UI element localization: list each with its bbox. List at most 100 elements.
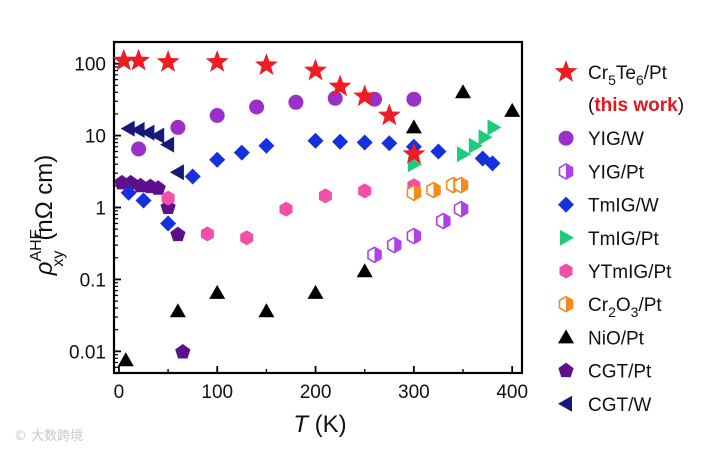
data-point (307, 284, 324, 299)
data-point (200, 226, 214, 242)
series-ytmig-pt (161, 178, 421, 246)
data-point (468, 137, 483, 154)
legend-item: YIG/W (558, 129, 644, 150)
data-point (120, 184, 137, 201)
legend-marker (558, 162, 574, 180)
legend-marker (558, 295, 574, 313)
watermark: © 大数跨境 (14, 429, 83, 444)
data-point (453, 176, 469, 194)
data-point (304, 58, 327, 81)
x-tick-label: 100 (201, 382, 233, 403)
legend-marker (554, 60, 578, 82)
legend-label: CGT/Pt (588, 362, 652, 383)
x-tick-label: 200 (300, 382, 332, 403)
legend-marker (560, 229, 574, 246)
data-point (318, 188, 332, 204)
data-point (161, 190, 175, 206)
data-point (130, 121, 145, 138)
data-point (170, 226, 186, 242)
data-point (328, 74, 352, 97)
y-tick-label: 100 (74, 55, 106, 76)
legend-item: CGT/Pt (558, 362, 652, 383)
series-nio-pt (117, 84, 521, 367)
data-point (327, 90, 343, 106)
legend-label: TmIG/W (588, 196, 659, 217)
data-point (358, 183, 372, 199)
legend-item: NiO/Pt (558, 328, 645, 349)
legend-item: TmIG/Pt (560, 229, 659, 250)
data-point (435, 212, 451, 230)
series-tmig-pt (407, 119, 502, 173)
legend-item: TmIG/W (558, 196, 659, 217)
data-point (156, 50, 180, 72)
data-point (377, 103, 401, 126)
legend-note: (this work) (588, 95, 684, 116)
data-point (307, 132, 324, 149)
data-point (487, 119, 502, 136)
data-point (169, 303, 186, 318)
legend-label: YIG/Pt (588, 162, 645, 183)
x-tick-label: 300 (398, 382, 430, 403)
data-point (402, 142, 426, 164)
data-point (169, 164, 184, 181)
legend-label: TmIG/Pt (588, 229, 659, 250)
data-point (209, 108, 225, 123)
legend-item: Cr5Te6/Pt (this work) (554, 60, 684, 116)
data-point (127, 48, 151, 71)
data-point (249, 99, 265, 115)
data-point (240, 230, 254, 246)
data-point (279, 201, 293, 217)
data-point (209, 284, 226, 299)
data-point (332, 133, 349, 150)
data-point (117, 352, 134, 367)
data-points (112, 48, 521, 367)
series-cgt-w (120, 120, 184, 181)
data-point (406, 184, 422, 202)
series-cgt-pt (114, 174, 191, 359)
data-point (150, 180, 166, 195)
data-point (209, 151, 226, 168)
legend-marker (558, 196, 574, 213)
data-point (258, 303, 275, 318)
data-point (356, 263, 373, 278)
legend-marker (558, 130, 574, 146)
data-point (135, 192, 152, 209)
data-point (170, 119, 186, 135)
y-tick-label: 1 (95, 199, 106, 220)
data-point (160, 136, 175, 153)
data-point (430, 143, 447, 160)
data-point (455, 84, 471, 99)
x-tick-label: 400 (496, 382, 528, 403)
data-point (150, 127, 165, 144)
data-point (233, 144, 250, 161)
data-point (405, 119, 422, 134)
series-cr5te6-pt (112, 48, 426, 164)
legend-item: YIG/Pt (558, 162, 645, 183)
data-point (120, 120, 135, 137)
data-point (160, 215, 177, 232)
data-point (426, 181, 441, 199)
legend-marker (558, 362, 574, 378)
data-point (504, 102, 521, 117)
data-point (406, 227, 422, 245)
legend-label: NiO/Pt (588, 328, 645, 349)
series-tmig-w (120, 132, 501, 232)
data-point (258, 137, 275, 154)
legend-item: CGT/W (558, 395, 651, 416)
legend-item: YTmIG/Pt (559, 262, 672, 283)
data-point (353, 84, 377, 107)
legend-marker (558, 329, 574, 344)
data-point (406, 91, 422, 107)
axes: 0 100 200 300 400 0.01 0.1 1 10 100 (69, 55, 528, 403)
data-point (131, 141, 147, 157)
data-point (175, 344, 191, 359)
legend: Cr5Te6/Pt (this work) YIG/W YIG/Pt TmIG/W TmI… (554, 60, 684, 416)
x-axis-title: T (K) (293, 411, 346, 438)
x-tick-label: 0 (114, 382, 125, 403)
data-point (484, 155, 501, 172)
data-point (367, 246, 382, 264)
series-yig-w (131, 90, 422, 157)
data-point (288, 94, 304, 110)
legend-marker (558, 395, 572, 412)
